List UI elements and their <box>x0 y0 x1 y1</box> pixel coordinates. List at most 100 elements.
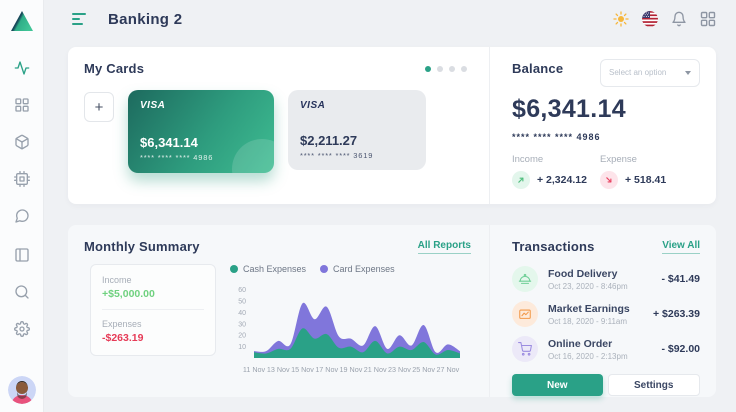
app-logo-icon[interactable] <box>9 8 35 34</box>
carousel-dot[interactable] <box>461 65 467 72</box>
chevron-down-icon <box>685 71 691 75</box>
chart-legend: Cash Expenses Card Expenses <box>230 264 471 274</box>
svg-text:40: 40 <box>238 310 246 317</box>
layout-sidebar-icon[interactable] <box>14 247 30 263</box>
us-flag-icon[interactable] <box>642 11 658 27</box>
user-avatar[interactable] <box>7 376 36 404</box>
expense-label: Expense <box>600 154 637 165</box>
summary-expenses-label: Expenses <box>102 319 142 329</box>
transaction-amount: + $263.39 <box>652 308 700 320</box>
transaction-row[interactable]: Food Delivery Oct 23, 2020 - 8:46pm - $4… <box>512 266 700 292</box>
dashboard-grid-icon[interactable] <box>14 97 30 113</box>
my-cards-section: My Cards + VISA $6,341.14 **** **** ****… <box>68 47 489 204</box>
gear-icon[interactable] <box>13 321 30 337</box>
legend-card-expenses[interactable]: Card Expenses <box>320 264 395 274</box>
svg-text:11 Nov: 11 Nov <box>243 365 266 374</box>
transaction-title: Market Earnings <box>548 302 630 315</box>
svg-text:23 Nov: 23 Nov <box>388 365 411 374</box>
sidebar-nav-bottom <box>7 247 36 404</box>
card-balance: $2,211.27 <box>300 133 358 148</box>
transactions-list: Food Delivery Oct 23, 2020 - 8:46pm - $4… <box>512 266 700 362</box>
card-number: **** **** **** 4986 <box>140 153 214 162</box>
arrow-up-right-icon <box>512 171 530 189</box>
arrow-down-right-icon <box>600 171 618 189</box>
transaction-title: Online Order <box>548 337 613 350</box>
transactions-title: Transactions <box>512 239 595 254</box>
card-number: **** **** **** 3619 <box>300 151 374 160</box>
summary-expenses-value: -$263.19 <box>102 332 144 344</box>
cpu-icon[interactable] <box>13 171 30 187</box>
svg-text:15 Nov: 15 Nov <box>291 365 314 374</box>
balance-section: Balance Select an option $6,341.14 **** … <box>489 47 716 204</box>
all-reports-link[interactable]: All Reports <box>417 240 471 254</box>
legend-label: Card Expenses <box>333 264 395 274</box>
view-all-link[interactable]: View All <box>662 240 700 254</box>
top-header: Banking 2 <box>44 0 736 38</box>
expense-value: + 518.41 <box>625 174 667 186</box>
legend-cash-expenses[interactable]: Cash Expenses <box>230 264 306 274</box>
transaction-date: Oct 16, 2020 - 2:13pm <box>548 351 628 361</box>
expenses-chart: Cash Expenses Card Expenses 10 20 30 40 50 60… <box>230 264 471 388</box>
activity-icon[interactable] <box>14 60 30 76</box>
shopping-cart-icon <box>512 336 538 362</box>
transaction-amount: - $41.49 <box>661 273 700 285</box>
summary-income-value: +$5,000.00 <box>102 288 155 300</box>
cards-balance-panel: My Cards + VISA $6,341.14 **** **** ****… <box>68 47 716 204</box>
transaction-date: Oct 23, 2020 - 8:46pm <box>548 281 628 291</box>
bell-icon[interactable] <box>671 11 687 27</box>
svg-text:30: 30 <box>238 321 246 328</box>
svg-text:13 Nov: 13 Nov <box>267 365 290 374</box>
transaction-title: Food Delivery <box>548 267 618 280</box>
sun-icon[interactable] <box>613 11 629 27</box>
sidebar <box>0 0 44 412</box>
income-value: + 2,324.12 <box>537 174 587 186</box>
menu-toggle-icon[interactable] <box>72 13 86 25</box>
svg-text:27 Nov: 27 Nov <box>436 365 459 374</box>
card-legend-dot-icon <box>320 265 329 273</box>
cards-carousel-dots <box>425 65 467 72</box>
add-card-button[interactable]: + <box>84 92 114 122</box>
summary-income-label: Income <box>102 275 132 285</box>
svg-text:20: 20 <box>238 333 246 340</box>
income-label: Income <box>512 154 544 165</box>
settings-button[interactable]: Settings <box>607 374 700 396</box>
transaction-row[interactable]: Market Earnings Oct 18, 2020 - 9:11am + … <box>512 301 700 327</box>
divider <box>102 309 204 310</box>
balance-option-select[interactable]: Select an option <box>600 59 700 87</box>
new-button[interactable]: New <box>512 374 603 396</box>
box-icon[interactable] <box>14 134 30 150</box>
my-cards-title: My Cards <box>84 61 145 76</box>
transaction-row[interactable]: Online Order Oct 16, 2020 - 2:13pm - $92… <box>512 336 700 362</box>
sidebar-nav-top <box>13 60 30 224</box>
monthly-summary-section: Monthly Summary All Reports Income +$5,0… <box>68 225 489 397</box>
select-placeholder: Select an option <box>609 67 667 77</box>
transactions-section: Transactions View All Food Delivery Oct … <box>489 225 716 397</box>
summary-transactions-panel: Monthly Summary All Reports Income +$5,0… <box>68 225 716 397</box>
search-icon[interactable] <box>14 284 30 300</box>
svg-text:60: 60 <box>238 287 246 294</box>
visa-logo: VISA <box>140 100 166 111</box>
svg-text:21 Nov: 21 Nov <box>364 365 387 374</box>
carousel-dot[interactable] <box>437 65 443 72</box>
expense-summary: Expense + 518.41 <box>600 154 688 189</box>
chat-icon[interactable] <box>14 208 30 224</box>
svg-text:10: 10 <box>238 344 246 351</box>
market-chart-icon <box>512 301 538 327</box>
card-balance: $6,341.14 <box>140 135 198 150</box>
bank-card-primary[interactable]: VISA $6,341.14 **** **** **** 4986 <box>128 90 274 173</box>
transaction-amount: - $92.00 <box>661 343 700 355</box>
bank-card-secondary[interactable]: VISA $2,211.27 **** **** **** 3619 <box>288 90 426 170</box>
svg-text:50: 50 <box>238 299 246 306</box>
balance-title: Balance <box>512 61 564 76</box>
legend-label: Cash Expenses <box>243 264 307 274</box>
carousel-dot[interactable] <box>425 65 431 72</box>
carousel-dot[interactable] <box>449 65 455 72</box>
income-summary: Income + 2,324.12 <box>512 154 600 189</box>
page-title: Banking 2 <box>108 10 183 28</box>
apps-grid-icon[interactable] <box>700 11 716 27</box>
svg-text:25 Nov: 25 Nov <box>412 365 435 374</box>
transaction-date: Oct 18, 2020 - 9:11am <box>548 316 628 326</box>
svg-text:19 Nov: 19 Nov <box>340 365 363 374</box>
header-actions <box>613 11 716 27</box>
food-dome-icon <box>512 266 538 292</box>
